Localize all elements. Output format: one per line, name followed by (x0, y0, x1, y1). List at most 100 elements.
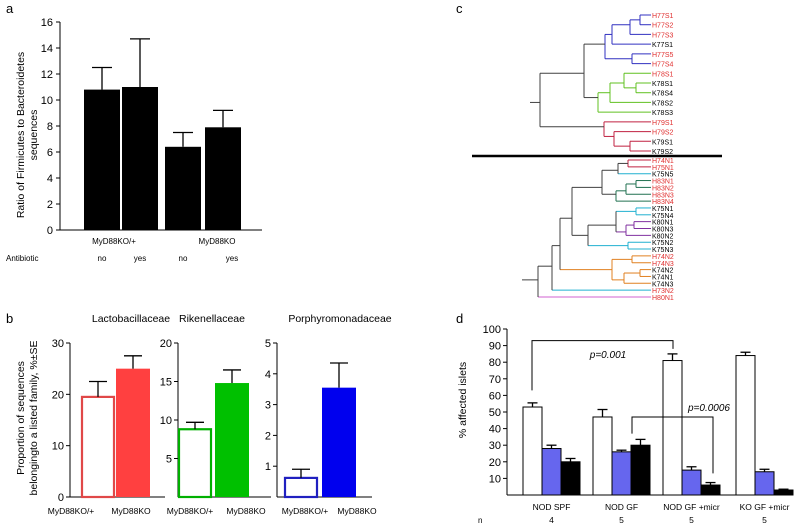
phylogenetic-tree: H77S1 H77S2 H77S3 K77S1 H77S5 H77S4 H78S1 K78S1… (522, 13, 674, 302)
tree-leaf-label: K80N3 (652, 227, 674, 234)
bar (560, 461, 581, 496)
tree-leaf-label: H77S1 (652, 13, 674, 20)
n-label: n (478, 516, 482, 525)
bar (165, 146, 201, 230)
y-tick-label: 100 (483, 324, 501, 336)
y-tick-label: 12 (41, 69, 53, 81)
x-tick-label: NOD SPF (533, 502, 571, 512)
y-tick-label: 10 (41, 95, 53, 107)
tree-leaf-label: H83N2 (652, 185, 674, 192)
y-tick-label: 5 (265, 338, 271, 350)
tree-leaf-label: K79S1 (652, 139, 673, 146)
bar (205, 127, 241, 230)
y-tick-label: 16 (41, 17, 53, 29)
n-value: 5 (689, 515, 694, 525)
tree-leaf-label: K75N3 (652, 247, 674, 254)
y-tick-label: 70 (489, 374, 501, 386)
tree-leaf-label: K74N2 (652, 268, 674, 275)
panel-d-axes-and-bars: 10 20 30 40 50 60 70 80 90 100 NOD SPF 4 NOD GF 5 NOD … (483, 324, 794, 525)
panel-a-label: a (6, 1, 14, 16)
n-value: 5 (619, 515, 624, 525)
tree-leaf-label: K78S2 (652, 100, 673, 107)
bar (84, 89, 120, 230)
tree-leaf-label: H75N1 (652, 165, 674, 172)
panel-c-label: c (456, 1, 463, 16)
panel-d-label: d (456, 311, 463, 326)
x-tick-label: MyD88KO/+ (167, 506, 214, 516)
bar (735, 355, 756, 496)
tree-leaf-label: K75N4 (652, 213, 674, 220)
tree-leaf-label: K78S4 (652, 91, 673, 98)
tree-leaf-label: K77S1 (652, 42, 673, 49)
tree-leaf-label: K80N2 (652, 233, 674, 240)
panel-b-subcharts: 0 10 20 30 Lactobacillaceae MyD88KO/+ MyD88KO 5… (48, 313, 392, 516)
panel-b-ylabel-line1: Proportion of sequences (15, 361, 27, 475)
y-tick-label: 15 (160, 377, 172, 389)
tree-leaf-label: H80N1 (652, 295, 674, 302)
y-tick-label: 60 (489, 390, 501, 402)
subchart-title: Lactobacillaceae (92, 313, 170, 325)
y-tick-label: 10 (160, 415, 172, 427)
y-tick-label: 20 (52, 389, 64, 401)
y-tick-label: 6 (47, 147, 53, 159)
y-tick-label: 8 (47, 121, 53, 133)
panel-a-antibiotic-value: yes (134, 254, 146, 263)
tree-leaf-label: H83N1 (652, 179, 674, 186)
panel-a-antibiotic-value: no (179, 254, 188, 263)
significance-bracket (631, 416, 714, 474)
y-tick-label: 2 (47, 199, 53, 211)
y-tick-label: 0 (58, 492, 64, 504)
tree-leaf-label: K75N1 (652, 206, 674, 213)
subchart-title: Rikenellaceae (179, 313, 245, 325)
bar (662, 360, 683, 496)
x-tick-label: KO GF +micr (740, 502, 790, 512)
x-tick-label: MyD88KO (111, 506, 151, 516)
tree-leaf-label: K80N1 (652, 220, 674, 227)
significance-bracket (531, 340, 674, 391)
y-tick-label: 0 (47, 225, 53, 237)
panel-a-bars (84, 38, 241, 230)
subchart-1: 0 10 20 30 Lactobacillaceae MyD88KO/+ MyD88KO (48, 313, 171, 516)
tree-leaf-label: H73N2 (652, 288, 674, 295)
panel-a-antibiotic-value: yes (226, 254, 238, 263)
tree-leaf-label: H83N3 (652, 192, 674, 199)
bar (754, 471, 775, 496)
bar (592, 416, 613, 496)
y-tick-label: 20 (489, 457, 501, 469)
tree-leaf-label: H79S2 (652, 130, 674, 137)
y-tick-label: 1 (265, 461, 271, 473)
y-tick-label: 20 (160, 338, 172, 350)
tree-leaf-label: H78S1 (652, 71, 674, 78)
panel-a-ylabel-line1: Ratio of Firmicutes to Bacteroidetes (15, 52, 27, 218)
y-tick-label: 80 (489, 357, 501, 369)
panel-d-ylabel: % affected islets (457, 362, 469, 438)
y-tick-label: 5 (166, 454, 172, 466)
bar (541, 448, 562, 496)
bar (611, 451, 632, 496)
panel-a-antibiotic-label: Antibiotic (6, 254, 38, 263)
panel-a-antibiotic-value: no (98, 254, 107, 263)
x-tick-label: MyD88KO/+ (48, 506, 95, 516)
panel-a-ylabel-line2: sequences (28, 110, 40, 161)
bar (116, 368, 150, 497)
panel-b-label: b (6, 311, 13, 326)
bar (522, 406, 543, 496)
tree-leaf-label: H77S4 (652, 62, 674, 69)
y-tick-label: 4 (47, 173, 53, 185)
n-value: 5 (762, 515, 767, 525)
tree-leaf-label: K74N1 (652, 274, 674, 281)
bar (681, 469, 702, 496)
panel-a-group-label-1: MyD88KO/+ (92, 237, 136, 246)
tree-leaf-label: K78S3 (652, 110, 673, 117)
subchart-3: 1 2 3 4 5 Porphyromonadaceae MyD88KO/+ MyD88KO (265, 313, 392, 516)
y-tick-label: 2 (265, 430, 271, 442)
bar (122, 87, 158, 230)
x-tick-label: MyD88KO (226, 506, 266, 516)
bar (630, 444, 651, 496)
y-tick-label: 10 (52, 441, 64, 453)
